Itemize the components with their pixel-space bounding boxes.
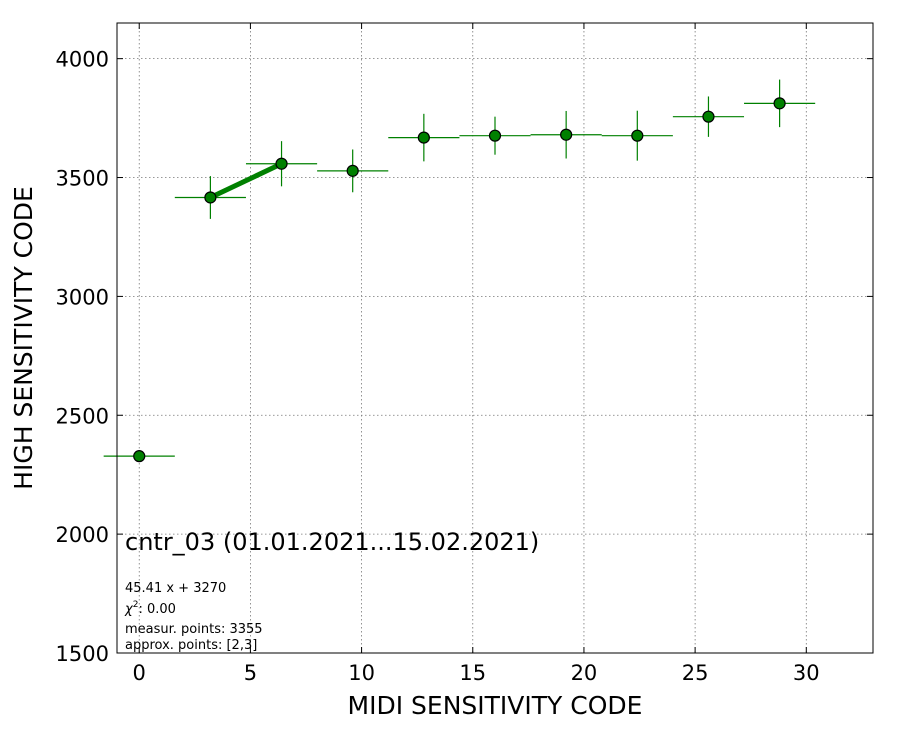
x-tick-label: 15 [459, 661, 486, 685]
y-tick-label: 3000 [56, 285, 109, 309]
y-tick-label: 1500 [56, 642, 109, 666]
fit-line-group [209, 161, 283, 200]
y-axis-label: HIGH SENSITIVITY CODE [9, 186, 38, 490]
data-point [773, 97, 786, 110]
plot-frame [116, 22, 874, 654]
axis-ticks [117, 23, 873, 654]
tick-labels: 0 5 10 15 20 25 30 1500 2000 2500 3000 3500 4000 [56, 48, 820, 685]
annotation-measur-points: measur. points: 3355 [125, 622, 263, 637]
annotation-equation: 45.41 x + 3270 [125, 581, 226, 596]
x-tick-label: 25 [682, 661, 709, 685]
data-point [631, 129, 644, 142]
x-axis-label: MIDI SENSITIVITY CODE [348, 691, 643, 720]
fit-line [209, 161, 283, 200]
y-tick-label: 4000 [56, 48, 109, 72]
data-point [560, 128, 573, 141]
data-points [133, 97, 786, 463]
data-point [204, 191, 217, 204]
data-point [133, 450, 146, 463]
x-tick-label: 20 [571, 661, 598, 685]
data-point [488, 129, 502, 142]
annotation-approx-points: approx. points: [2,3] [125, 638, 257, 653]
data-point [346, 164, 359, 177]
grid [117, 23, 873, 654]
x-tick-label: 5 [244, 661, 257, 685]
x-tick-label: 10 [348, 661, 375, 685]
x-tick-label: 0 [133, 661, 146, 685]
data-point [417, 131, 430, 144]
y-tick-label: 2500 [56, 404, 109, 428]
y-tick-label: 2000 [56, 523, 109, 547]
data-point [702, 110, 715, 123]
y-tick-label: 3500 [56, 167, 109, 191]
annotation-main: cntr_03 (01.01.2021...15.02.2021) [125, 528, 539, 556]
x-tick-label: 30 [793, 661, 820, 685]
data-point [275, 157, 288, 170]
annotation-chi2: χ2: 0.00 [124, 600, 176, 617]
